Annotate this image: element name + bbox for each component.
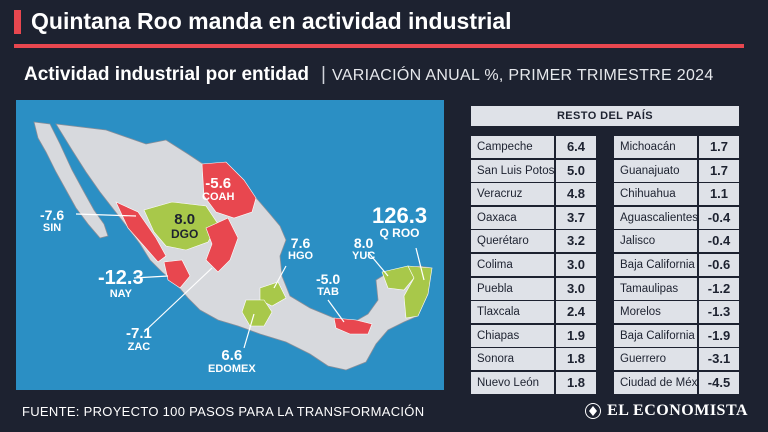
- mexico-map-graphic: [33, 121, 433, 371]
- brand-name: EL ECONOMISTA: [607, 402, 748, 419]
- table-row: Baja California -1.9: [614, 324, 739, 347]
- leader-edomex: [243, 313, 255, 349]
- table-row: Puebla 3.0: [471, 277, 596, 300]
- subtitle-note: VARIACIÓN ANUAL %, PRIMER TRIMESTRE 2024: [331, 67, 714, 84]
- table-row: Ciudad de México-4.5: [614, 371, 739, 394]
- table-row: Aguascalientes -0.4: [614, 206, 739, 229]
- table-row: Nuevo León 1.8: [471, 371, 596, 394]
- map-label-qroo: 126.3 Q ROO: [372, 203, 428, 241]
- subtitle-separator: |: [321, 64, 326, 85]
- table-header: RESTO DEL PAÍS: [471, 106, 739, 126]
- mainland-shape: [55, 123, 433, 371]
- leader-tab: [327, 299, 345, 323]
- table-row: San Luis Potosí 5.0: [471, 159, 596, 182]
- table-column-left: Campeche 6.4 San Luis Potosí 5.0 Veracruz 4…: [471, 136, 596, 396]
- state-qroo: [403, 265, 433, 319]
- table-row: Querétaro 3.2: [471, 230, 596, 253]
- table-row: Oaxaca 3.7: [471, 206, 596, 229]
- el-economista-logo-icon: [585, 403, 602, 419]
- leader-nay: [133, 275, 169, 279]
- state-nay: [163, 259, 191, 289]
- table-row: Guanajuato 1.7: [614, 159, 739, 182]
- leader-zac: [143, 267, 213, 333]
- subtitle-main: Actividad industrial por entidad: [24, 64, 310, 85]
- leader-lines: [75, 213, 425, 349]
- leader-hgo: [273, 265, 287, 289]
- baja-peninsula-shape: [33, 121, 109, 239]
- rest-of-country-table: RESTO DEL PAÍS Campeche 6.4 San Luis Poto…: [471, 106, 739, 396]
- map-label-dgo: 8.0 DGO: [171, 211, 199, 241]
- map-label-hgo: 7.6 HGO: [288, 235, 314, 262]
- state-edomex: [241, 299, 273, 327]
- page-title: Quintana Roo manda en actividad industri…: [14, 8, 512, 35]
- state-hgo: [259, 281, 287, 307]
- table-row: Tamaulipas -1.2: [614, 277, 739, 300]
- leader-yuc: [367, 251, 389, 277]
- leader-sin: [75, 213, 137, 217]
- map-label-coah: -5.6 COAH: [202, 175, 235, 203]
- mexico-map: -7.6 SIN -5.6 COAH 8.0 DGO -12.3 NAY 7.6…: [16, 100, 444, 390]
- table-row: Sonora 1.8: [471, 348, 596, 371]
- table-row: Tlaxcala 2.4: [471, 301, 596, 324]
- table-column-right: Michoacán 1.7 Guanajuato 1.7 Chihuahua 1.1 …: [614, 136, 739, 396]
- map-label-yuc: 8.0 YUC: [352, 235, 376, 262]
- map-label-nay: -12.3 NAY: [98, 267, 144, 300]
- state-coah: [201, 161, 257, 219]
- table-row: Chihuahua 1.1: [614, 183, 739, 206]
- table-row: Campeche 6.4: [471, 136, 596, 158]
- source-footer: FUENTE: PROYECTO 100 PASOS PARA LA TRANS…: [22, 404, 425, 419]
- state-zac: [205, 217, 239, 273]
- state-dgo: [143, 201, 219, 251]
- table-row: Veracruz 4.8: [471, 183, 596, 206]
- table-row: Chiapas 1.9: [471, 324, 596, 347]
- leader-qroo: [415, 247, 425, 281]
- map-label-tab: -5.0 TAB: [316, 271, 341, 298]
- title-accent-bar: [14, 9, 21, 34]
- map-label-sin: -7.6 SIN: [40, 207, 65, 234]
- table-row: Baja California Sur-0.6: [614, 253, 739, 276]
- title-text: Quintana Roo manda en actividad industri…: [31, 8, 512, 34]
- brand-logo: EL ECONOMISTA: [585, 402, 748, 420]
- table-row: Morelos -1.3: [614, 301, 739, 324]
- state-yuc: [381, 265, 415, 291]
- table-row: Colima 3.0: [471, 253, 596, 276]
- title-rule: [14, 44, 744, 48]
- state-sin: [115, 201, 167, 263]
- map-label-zac: -7.1 ZAC: [126, 325, 152, 353]
- table-row: Guerrero -3.1: [614, 348, 739, 371]
- table-row: Michoacán 1.7: [614, 136, 739, 158]
- map-label-edomex: 6.6 EDOMEX: [208, 347, 256, 375]
- subtitle: Actividad industrial por entidad | VARIACI…: [24, 64, 714, 86]
- table-row: Jalisco -0.4: [614, 230, 739, 253]
